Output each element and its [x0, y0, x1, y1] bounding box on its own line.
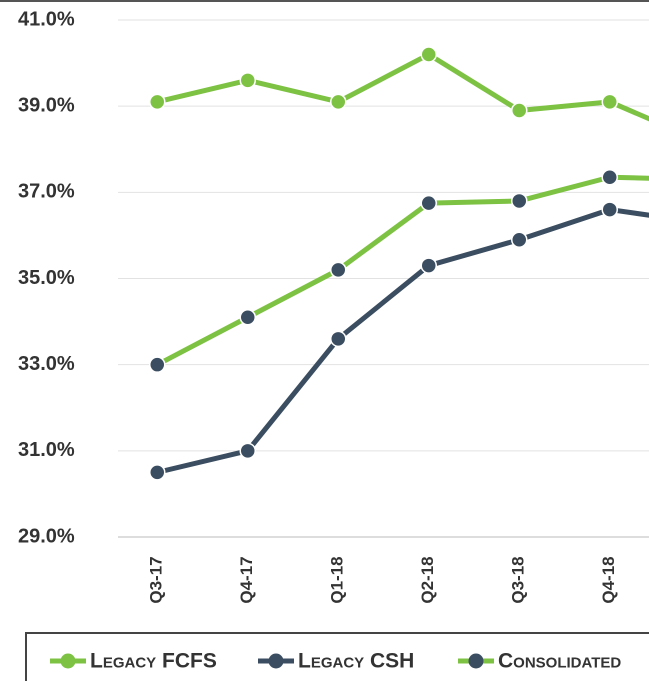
x-tick-label: Q3-18: [509, 556, 528, 603]
point: [511, 102, 528, 119]
x-tick-label: Q4-18: [599, 556, 618, 603]
legend-box: [25, 632, 649, 681]
point: [149, 93, 166, 111]
point: [420, 46, 437, 63]
legend-label: Consolidated: [498, 650, 621, 673]
y-tick-label: 33.0%: [18, 353, 75, 375]
legend-marker: [60, 653, 76, 669]
series-line: [156, 174, 649, 367]
y-tick-label: 41.0%: [18, 8, 75, 30]
series-line: [156, 51, 649, 122]
point: [149, 464, 166, 481]
point: [239, 442, 256, 460]
point: [601, 169, 618, 186]
y-tick-label: 31.0%: [18, 439, 75, 461]
x-tick-label: Q3-17: [147, 556, 166, 603]
y-tick-label: 35.0%: [18, 267, 75, 289]
point: [601, 93, 618, 111]
legend-marker: [268, 653, 284, 669]
legend-marker: [468, 653, 484, 669]
series-line: [156, 207, 649, 475]
legend-label: Legacy CSH: [298, 650, 414, 673]
point: [330, 330, 347, 348]
point: [330, 261, 347, 279]
point: [420, 194, 437, 212]
point: [330, 93, 347, 111]
y-tick-label: 29.0%: [18, 525, 75, 547]
legend-label: Legacy FCFS: [90, 650, 217, 673]
y-tick-label: 37.0%: [18, 181, 75, 203]
point: [511, 231, 528, 248]
point: [239, 309, 256, 326]
x-tick-label: Q4-17: [237, 556, 256, 603]
point: [239, 72, 256, 89]
point: [420, 257, 437, 274]
point: [149, 356, 166, 373]
point: [601, 201, 618, 218]
point: [511, 192, 528, 210]
x-tick-label: Q1-18: [328, 556, 347, 603]
x-tick-label: Q2-18: [418, 556, 437, 603]
y-tick-label: 39.0%: [18, 94, 75, 116]
